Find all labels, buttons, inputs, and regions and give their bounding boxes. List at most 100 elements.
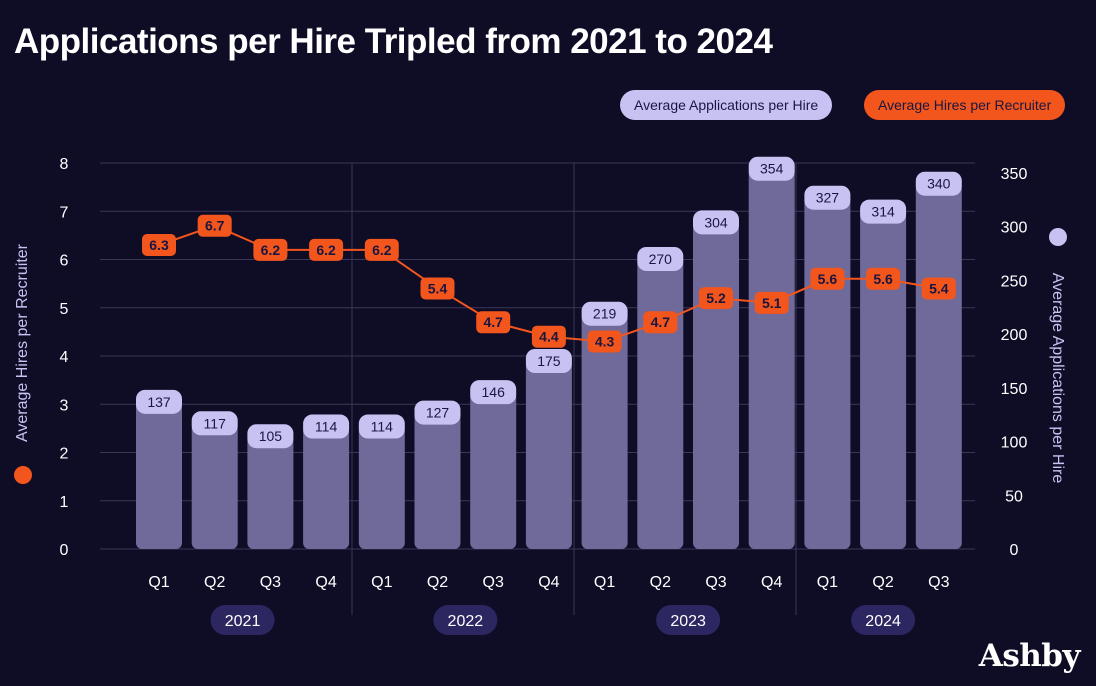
bar-label-bg xyxy=(637,246,684,271)
line-value-label: 4.7 xyxy=(483,314,503,330)
bar-value-label: 340 xyxy=(927,176,951,192)
bar xyxy=(247,436,294,549)
x-tick-label: Q3 xyxy=(260,574,281,591)
y-left-tick-label: 1 xyxy=(60,494,69,511)
line-point-marker xyxy=(364,238,399,261)
line-value-label: 4.4 xyxy=(539,329,559,345)
line-value-label: 6.2 xyxy=(372,242,392,258)
year-label: 2024 xyxy=(865,613,901,630)
x-tick-label: Q4 xyxy=(315,574,336,591)
bar xyxy=(804,197,851,550)
x-tick-label: Q4 xyxy=(761,574,782,591)
bar-label-bg xyxy=(191,411,238,436)
year-pill xyxy=(210,605,275,635)
bar-value-label: 354 xyxy=(760,161,784,177)
bar-value-label: 105 xyxy=(259,428,283,444)
ashby-logo: Ashby xyxy=(978,638,1081,674)
y-left-tick-label: 0 xyxy=(60,542,69,559)
line-point-marker xyxy=(643,311,678,334)
y-left-tick-label: 2 xyxy=(60,446,69,463)
y-right-axis-title: Average Applications per Hire xyxy=(1049,273,1066,484)
year-pill xyxy=(656,605,721,635)
bar-value-label: 137 xyxy=(147,394,171,410)
bar-value-label: 304 xyxy=(704,214,728,230)
bar xyxy=(525,361,572,549)
bar-value-label: 175 xyxy=(537,353,561,369)
y-left-tick-label: 7 xyxy=(60,204,69,221)
y-right-tick-label: 250 xyxy=(1001,273,1028,290)
bar-label-bg xyxy=(804,185,851,210)
year-pill xyxy=(433,605,498,635)
y-left-tick-label: 4 xyxy=(60,349,69,366)
line-point-marker xyxy=(309,238,344,261)
y-right-tick-label: 350 xyxy=(1001,166,1028,183)
bar-value-label: 117 xyxy=(204,415,227,431)
bar xyxy=(915,183,962,549)
line-point-marker xyxy=(531,325,566,348)
legend-applications-per-hire: Average Applications per Hire xyxy=(620,90,833,120)
line-point-marker xyxy=(476,311,511,334)
x-tick-label: Q2 xyxy=(872,574,893,591)
line-value-label: 6.7 xyxy=(205,218,225,234)
line-point-marker xyxy=(197,214,232,237)
bar xyxy=(470,392,517,549)
line-point-marker xyxy=(587,330,622,353)
bar-value-label: 146 xyxy=(482,384,506,400)
bar xyxy=(637,258,684,549)
line-value-label: 5.2 xyxy=(706,290,726,306)
bar-value-label: 114 xyxy=(371,419,394,435)
bar xyxy=(136,401,182,549)
line-value-label: 5.4 xyxy=(428,280,448,296)
line-value-label: 6.2 xyxy=(261,242,281,258)
x-tick-label: Q2 xyxy=(427,574,448,591)
chart-title: Applications per Hire Tripled from 2021 … xyxy=(14,22,773,61)
bar-value-label: 114 xyxy=(315,419,338,435)
bar-value-label: 270 xyxy=(649,251,673,267)
y-right-tick-label: 0 xyxy=(1010,542,1019,559)
y-right-tick-label: 50 xyxy=(1005,488,1023,505)
bar xyxy=(358,426,405,549)
bar-label-bg xyxy=(358,414,405,439)
line-value-label: 4.3 xyxy=(595,334,615,350)
legend-hires-per-recruiter: Average Hires per Recruiter xyxy=(864,90,1066,120)
line-value-label: 4.7 xyxy=(651,314,671,330)
bar-label-bg xyxy=(414,400,461,425)
bar-value-label: 327 xyxy=(816,190,840,206)
x-tick-label: Q3 xyxy=(705,574,726,591)
line-point-marker xyxy=(754,291,789,314)
bar-label-bg xyxy=(303,414,350,439)
bar-label-bg xyxy=(525,349,572,373)
bar xyxy=(191,423,238,549)
line-value-label: 5.6 xyxy=(818,271,838,287)
line-point-marker xyxy=(253,238,288,261)
x-tick-label: Q2 xyxy=(204,574,225,591)
line-value-label: 5.4 xyxy=(929,280,949,296)
bar xyxy=(581,313,628,549)
x-tick-label: Q3 xyxy=(483,574,504,591)
left-axis-legend-dot xyxy=(14,466,32,484)
y-left-axis-title: Average Hires per Recruiter xyxy=(14,243,31,442)
year-label: 2022 xyxy=(448,613,484,630)
x-tick-label: Q1 xyxy=(148,574,169,591)
line-value-label: 6.2 xyxy=(316,242,336,258)
bar-label-bg xyxy=(693,210,739,235)
bar-value-label: 314 xyxy=(871,204,895,220)
year-label: 2023 xyxy=(670,613,706,630)
y-right-tick-label: 100 xyxy=(1001,435,1028,452)
bar xyxy=(748,168,795,549)
y-right-tick-label: 200 xyxy=(1001,327,1028,344)
x-tick-label: Q2 xyxy=(650,574,671,591)
x-tick-label: Q1 xyxy=(371,574,392,591)
line-point-marker xyxy=(810,267,845,290)
bar xyxy=(414,412,461,549)
line-point-marker xyxy=(699,287,733,310)
bar-value-label: 127 xyxy=(426,405,450,421)
y-right-tick-label: 300 xyxy=(1001,220,1028,237)
bar-label-bg xyxy=(860,199,907,224)
line-value-label: 5.6 xyxy=(873,271,893,287)
bar xyxy=(860,211,907,549)
line-point-marker xyxy=(866,267,901,290)
x-tick-label: Q1 xyxy=(594,574,615,591)
y-right-tick-label: 150 xyxy=(1001,381,1028,398)
bar-label-bg xyxy=(581,301,628,326)
